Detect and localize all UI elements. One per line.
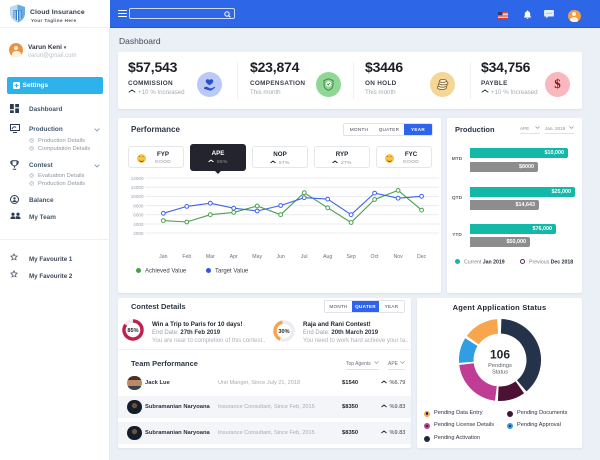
svg-text:106: 106 xyxy=(490,347,510,361)
svg-text:Aug: Aug xyxy=(323,254,332,260)
svg-text:85%: 85% xyxy=(127,328,138,334)
svg-text:Pendings: Pendings xyxy=(488,363,512,369)
svg-text:Sep: Sep xyxy=(346,254,355,260)
svg-text:10000: 10000 xyxy=(131,194,144,199)
svg-text:Jul: Jul xyxy=(301,254,308,260)
svg-text:Feb: Feb xyxy=(182,254,191,260)
svg-text:Apr: Apr xyxy=(230,254,238,260)
svg-text:14000: 14000 xyxy=(131,176,144,181)
svg-text:Mar: Mar xyxy=(206,254,215,260)
svg-text:Dec: Dec xyxy=(417,254,427,260)
svg-text:12000: 12000 xyxy=(131,185,144,190)
svg-text:Nov: Nov xyxy=(393,254,403,260)
svg-text:May: May xyxy=(252,254,262,260)
svg-text:Status: Status xyxy=(492,369,508,375)
svg-text:Jun: Jun xyxy=(277,254,285,260)
svg-text:Oct: Oct xyxy=(371,254,380,260)
svg-text:Jan: Jan xyxy=(159,254,167,260)
svg-text:6000: 6000 xyxy=(133,213,144,218)
svg-text:30%: 30% xyxy=(278,329,289,335)
svg-text:2000: 2000 xyxy=(133,231,144,236)
svg-text:8000: 8000 xyxy=(133,203,144,208)
svg-text:4000: 4000 xyxy=(133,222,144,227)
